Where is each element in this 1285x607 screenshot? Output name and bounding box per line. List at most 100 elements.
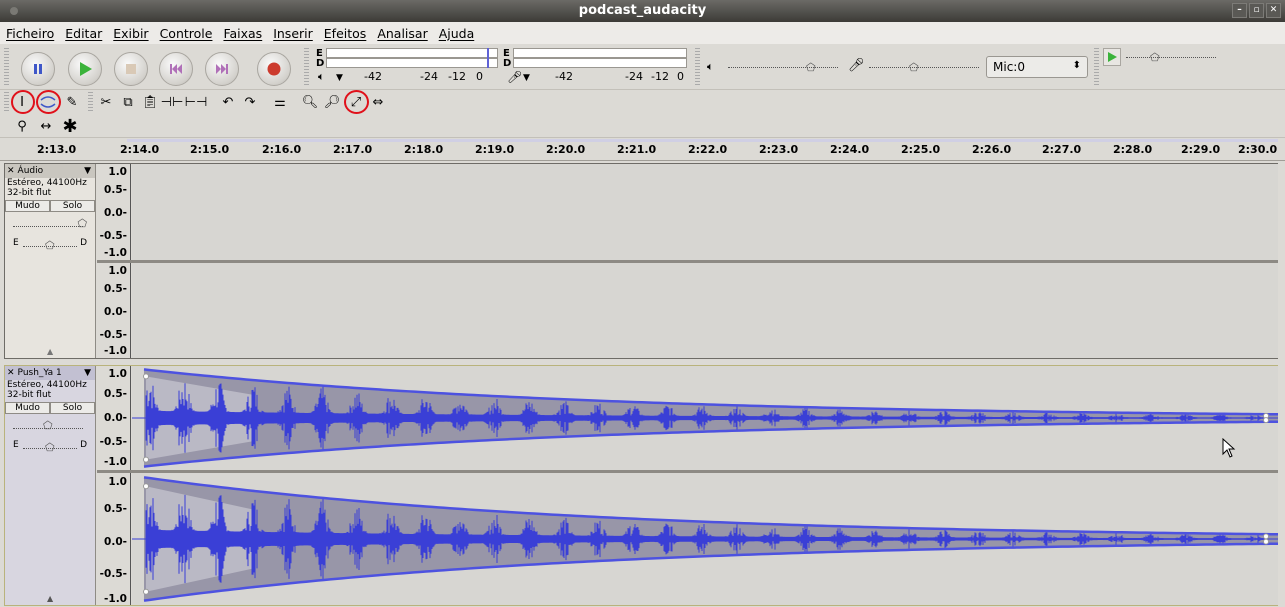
microphone-icon[interactable]: 🎤︎: [507, 70, 523, 84]
track-name[interactable]: Áudio: [17, 166, 44, 176]
fit-project-icon[interactable]: ⇔: [372, 94, 384, 110]
meter-tick: -42: [364, 70, 382, 83]
silence-icon[interactable]: ⊢⊣: [184, 94, 208, 110]
menu-editar[interactable]: Editar: [65, 25, 103, 41]
waveform-area-left[interactable]: [132, 366, 1278, 470]
skip-end-button[interactable]: [205, 52, 239, 86]
input-device-select[interactable]: Mic:0 ⬍: [986, 56, 1088, 78]
menu-controle[interactable]: Controle: [159, 25, 213, 41]
pan-slider[interactable]: E D ⬠: [13, 238, 87, 252]
envelope-handle[interactable]: [1263, 538, 1269, 545]
collapse-arrow-icon[interactable]: ▲: [47, 594, 54, 603]
menu-ajuda[interactable]: Ajuda: [438, 25, 475, 41]
timeline-ruler[interactable]: 2:13.0 2:14.0 2:15.0 2:16.0 2:17.0 2:18.0 2:19…: [0, 139, 1285, 161]
output-volume-icon: 🔈︎: [707, 60, 714, 73]
draw-tool-icon[interactable]: ✎: [66, 94, 78, 110]
waveform-area-right[interactable]: [132, 473, 1278, 605]
meter-tick: 0: [476, 70, 483, 83]
pan-slider[interactable]: E D ⬠: [13, 440, 87, 454]
input-volume-slider[interactable]: [869, 67, 979, 68]
meter-grip[interactable]: [304, 48, 309, 86]
stop-button[interactable]: [114, 52, 148, 86]
meter-dropdown-arrow[interactable]: ▼: [336, 73, 343, 83]
close-icon[interactable]: ✕: [7, 368, 15, 378]
gain-slider[interactable]: ⬠: [5, 215, 95, 235]
envelope-handle[interactable]: [143, 373, 149, 380]
playback-meter[interactable]: E D 🔈︎ ▼ -42 -24 -12 0: [312, 46, 500, 88]
envelope-line[interactable]: [143, 420, 1278, 468]
solo-button[interactable]: Solo: [50, 200, 95, 212]
chevron-down-icon[interactable]: ▼: [84, 368, 91, 378]
track-header: ✕ Push_Ya 1 ▼: [5, 366, 95, 380]
waveform-area-right[interactable]: [132, 263, 1278, 358]
zoom-in-icon[interactable]: 🔍︎: [301, 94, 319, 110]
meter-tick: -24: [625, 70, 643, 83]
mute-button[interactable]: Mudo: [5, 200, 50, 212]
menu-inserir[interactable]: Inserir: [273, 25, 313, 41]
chevron-down-icon[interactable]: ▼: [84, 166, 91, 176]
pause-button[interactable]: [21, 52, 55, 86]
envelope-handle[interactable]: [143, 456, 149, 463]
highlight-circle: [36, 90, 61, 114]
skip-start-button[interactable]: [159, 52, 193, 86]
envelope-handle[interactable]: [143, 588, 149, 595]
mouse-cursor-icon: [1222, 438, 1236, 458]
mute-button[interactable]: Mudo: [5, 402, 50, 414]
envelope-line[interactable]: [143, 542, 1278, 602]
envelope-handle[interactable]: [1263, 417, 1269, 424]
vertical-scale: 1.0 0.5- 0.0- -0.5- -1.0: [97, 473, 131, 605]
meter-left-label: E: [503, 48, 510, 59]
input-volume-thumb[interactable]: ⬠: [909, 61, 919, 74]
play-at-speed-button[interactable]: [1103, 48, 1121, 66]
speaker-icon[interactable]: 🔈︎: [318, 70, 325, 83]
track-name[interactable]: Push_Ya 1: [17, 368, 62, 378]
skip-start-icon: [170, 64, 182, 74]
meter-dropdown-arrow[interactable]: ▼: [523, 73, 530, 83]
time-shift-tool-icon[interactable]: ↔: [40, 118, 52, 134]
waveform-area-left[interactable]: [132, 164, 1278, 260]
mixer-grip[interactable]: [695, 48, 700, 86]
record-meter[interactable]: E D 🎤︎ ▼ -42 -24 -12 0: [497, 46, 689, 88]
output-volume-slider[interactable]: [728, 67, 838, 68]
trim-icon[interactable]: ⊣⊢: [160, 94, 184, 110]
copy-icon[interactable]: ⧉: [123, 94, 133, 110]
window-controls: – ▫ ✕: [1232, 3, 1281, 18]
envelope-line[interactable]: [143, 368, 1278, 416]
menu-ficheiro[interactable]: Ficheiro: [6, 25, 55, 41]
window-menu-icon[interactable]: [10, 7, 18, 15]
menu-faixas[interactable]: Faixas: [223, 25, 263, 41]
collapse-arrow-icon[interactable]: ▲: [47, 347, 54, 356]
minimize-button[interactable]: –: [1232, 3, 1247, 18]
speed-thumb[interactable]: ⬠: [1150, 51, 1160, 64]
output-volume-thumb[interactable]: ⬠: [806, 61, 816, 74]
multi-tool-icon[interactable]: ✱: [62, 115, 78, 137]
speed-slider[interactable]: [1126, 57, 1216, 58]
highlight-circle: [11, 90, 35, 114]
undo-icon[interactable]: ↶: [222, 94, 234, 110]
envelope-handle[interactable]: [1263, 533, 1269, 540]
maximize-button[interactable]: ▫: [1249, 3, 1264, 18]
zoom-tool-icon[interactable]: ⚲: [17, 118, 27, 134]
menu-analisar[interactable]: Analisar: [377, 25, 428, 41]
toolbar-grip[interactable]: [4, 48, 9, 86]
meter-tick: -24: [420, 70, 438, 83]
menu-efeitos[interactable]: Efeitos: [323, 25, 367, 41]
cut-icon[interactable]: ✂: [100, 94, 112, 110]
close-icon[interactable]: ✕: [7, 166, 15, 176]
track-header: ✕ Áudio ▼: [5, 164, 95, 178]
speed-grip[interactable]: [1094, 48, 1099, 86]
menu-exibir[interactable]: Exibir: [113, 25, 149, 41]
sync-lock-icon[interactable]: ⚌: [274, 94, 286, 110]
envelope-handle[interactable]: [143, 483, 149, 490]
close-button[interactable]: ✕: [1266, 3, 1281, 18]
record-button[interactable]: [257, 52, 291, 86]
push-ya-track[interactable]: ✕ Push_Ya 1 ▼ Estéreo, 44100Hz 32-bit fl…: [4, 365, 1278, 606]
redo-icon[interactable]: ↷: [244, 94, 256, 110]
envelope-line[interactable]: [143, 476, 1278, 536]
solo-button[interactable]: Solo: [50, 402, 95, 414]
zoom-out-icon[interactable]: 🔎︎: [323, 94, 341, 110]
play-button[interactable]: [68, 52, 102, 86]
paste-icon[interactable]: 📋︎: [141, 94, 159, 110]
audio-track[interactable]: ✕ Áudio ▼ Estéreo, 44100Hz 32-bit flut M…: [4, 163, 1278, 359]
gain-slider[interactable]: ⬠: [5, 417, 95, 437]
